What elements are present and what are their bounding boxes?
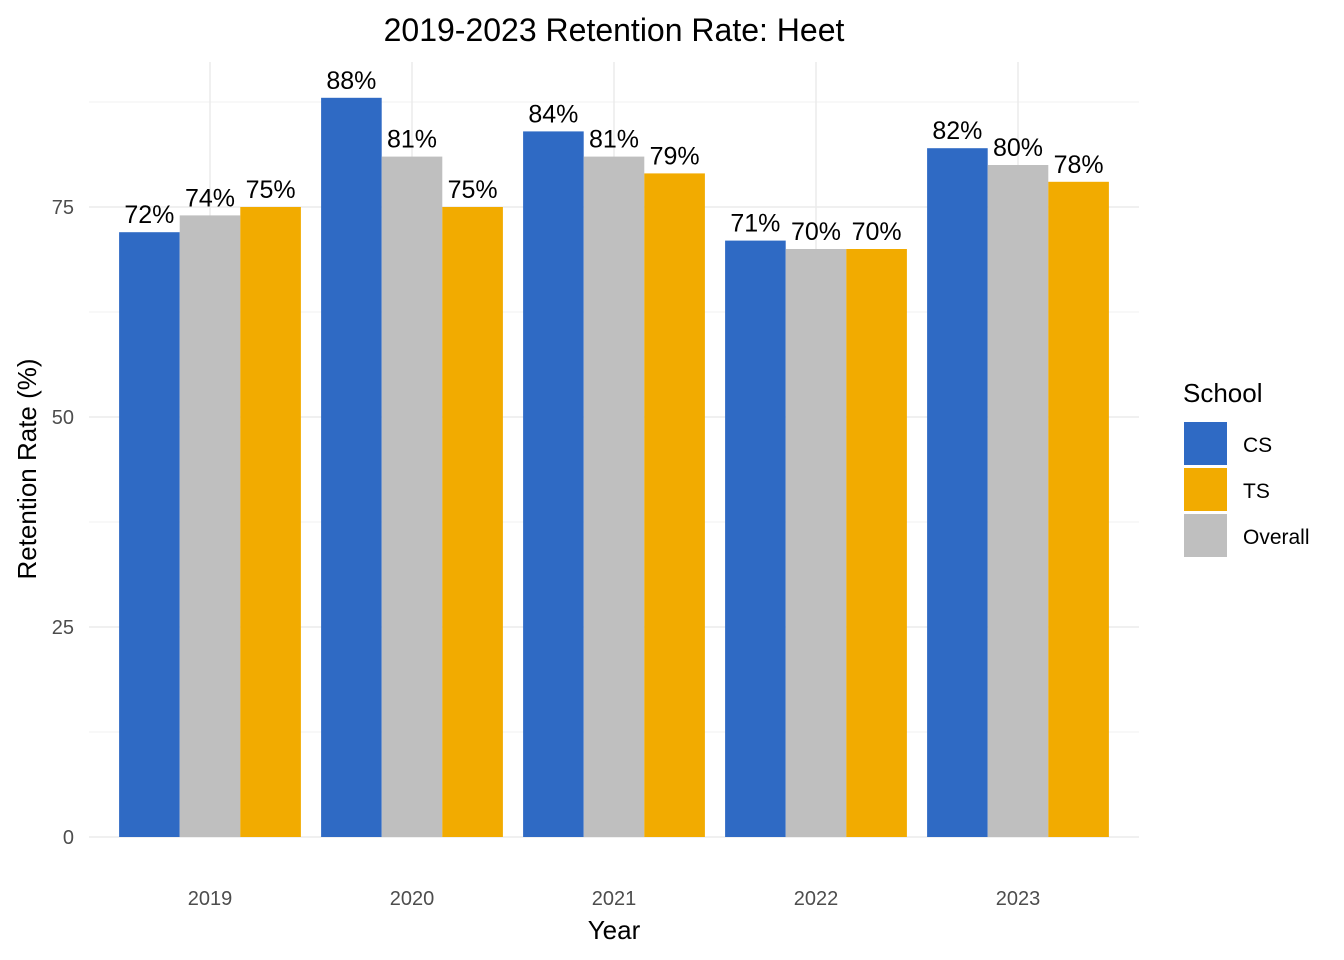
y-tick-label: 25	[52, 617, 74, 639]
bar-overall-2023	[987, 165, 1049, 837]
legend-label-cs: CS	[1243, 434, 1272, 457]
bar-cs-2020	[321, 97, 382, 838]
legend-label-overall: Overall	[1243, 526, 1310, 549]
x-tick-label: 2019	[188, 888, 233, 910]
legend-label-ts: TS	[1243, 480, 1270, 503]
chart-title: 2019-2023 Retention Rate: Heet	[384, 12, 845, 48]
x-axis-title: Year	[588, 915, 641, 945]
bar-overall-2019	[179, 215, 241, 837]
y-axis-ticks: 0 25 50 75	[52, 197, 74, 849]
bar-ts-2019	[240, 207, 301, 837]
legend-key-ts	[1184, 468, 1227, 511]
y-tick-label: 50	[52, 407, 74, 429]
data-label-ts-2020: 75%	[448, 176, 498, 204]
bar-overall-2021	[583, 156, 645, 838]
legend-items: CS TS Overall	[1184, 422, 1310, 557]
x-tick-label: 2020	[390, 888, 435, 910]
legend-key-overall	[1184, 514, 1227, 557]
bars	[119, 97, 1109, 838]
data-label-overall-2020: 81%	[387, 126, 437, 154]
bar-ts-2023	[1048, 181, 1109, 838]
bar-overall-2020	[381, 156, 443, 838]
legend: School CS TS Overall	[1183, 378, 1310, 557]
y-axis-title: Retention Rate (%)	[12, 358, 42, 579]
data-labels: 72% 74% 75% 88% 81% 75% 84% 81% 79% 71% 70% 70% 82% 8…	[124, 67, 1103, 246]
y-tick-label: 0	[63, 827, 74, 849]
data-label-overall-2022: 70%	[791, 218, 841, 246]
data-label-cs-2022: 71%	[730, 210, 780, 238]
bar-ts-2020	[442, 207, 503, 837]
bar-cs-2022	[725, 240, 786, 838]
data-label-overall-2023: 80%	[993, 134, 1043, 162]
bar-ts-2022	[846, 249, 907, 837]
x-axis-ticks: 2019 2020 2021 2022 2023	[188, 888, 1041, 910]
data-label-overall-2019: 74%	[185, 184, 235, 212]
x-tick-label: 2021	[592, 888, 637, 910]
y-tick-label: 75	[52, 197, 74, 219]
data-label-overall-2021: 81%	[589, 126, 639, 154]
data-label-cs-2020: 88%	[326, 67, 376, 95]
legend-key-cs	[1184, 422, 1227, 465]
data-label-ts-2023: 78%	[1054, 151, 1104, 179]
x-tick-label: 2022	[794, 888, 839, 910]
bar-cs-2021	[523, 131, 584, 837]
bar-overall-2022	[785, 249, 847, 837]
x-tick-label: 2023	[996, 888, 1041, 910]
data-label-ts-2021: 79%	[650, 142, 700, 170]
data-label-cs-2021: 84%	[528, 100, 578, 128]
legend-title: School	[1183, 378, 1263, 408]
bar-ts-2021	[644, 173, 705, 837]
bar-cs-2019	[119, 232, 180, 837]
data-label-ts-2019: 75%	[246, 176, 296, 204]
data-label-ts-2022: 70%	[852, 218, 902, 246]
data-label-cs-2023: 82%	[932, 117, 982, 145]
bar-cs-2023	[927, 148, 988, 837]
data-label-cs-2019: 72%	[124, 201, 174, 229]
